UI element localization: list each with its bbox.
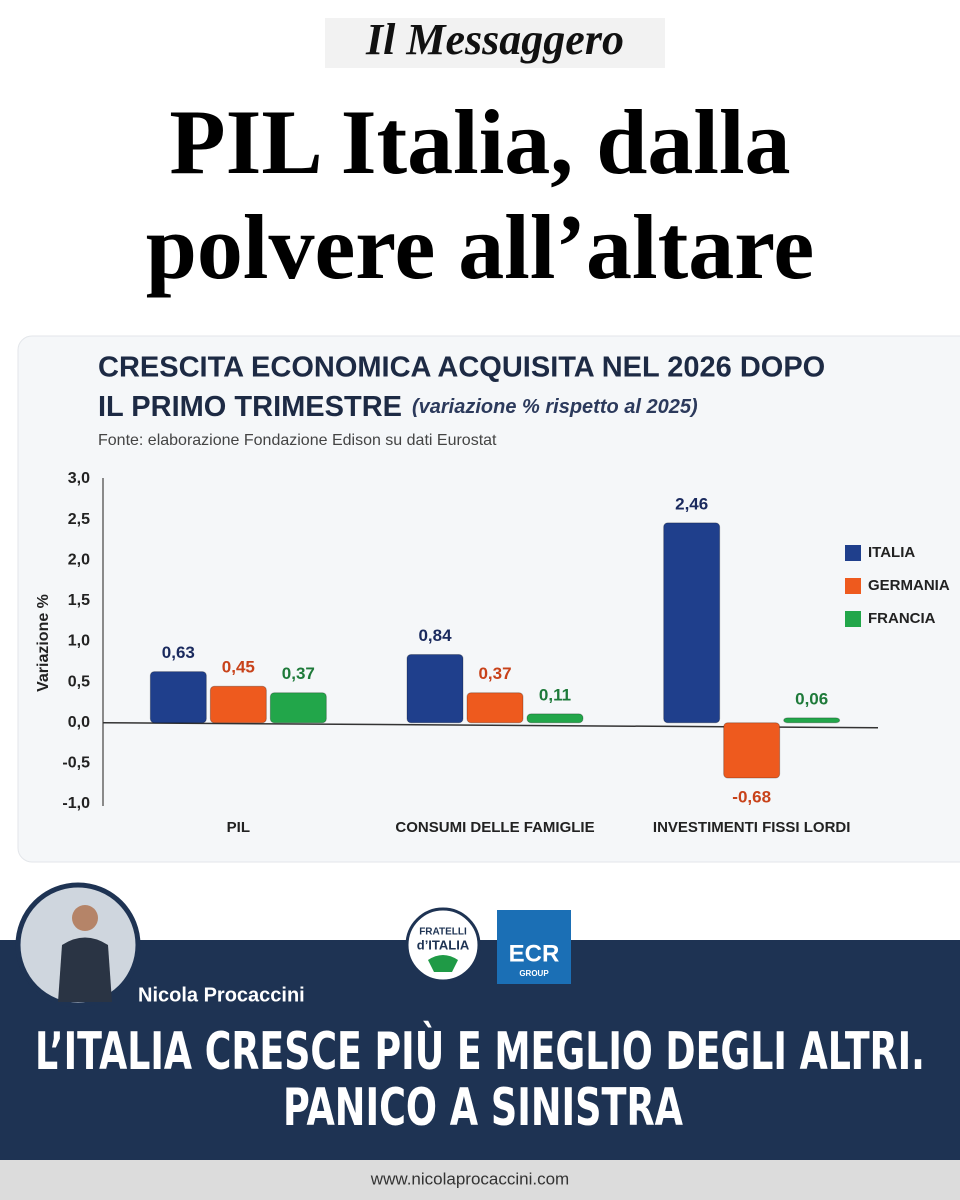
logo-text: FRATELLI: [419, 927, 467, 938]
y-tick-label: 2,5: [68, 511, 90, 528]
y-tick-label: 1,0: [68, 633, 90, 650]
bar: [406, 654, 464, 724]
masthead-bg: [325, 18, 665, 68]
headline: PIL Italia, dalla: [169, 91, 790, 193]
value-label: 0,37: [282, 664, 315, 683]
bar: [209, 685, 267, 724]
value-label: 0,06: [795, 689, 828, 708]
website: www.nicolaprocaccini.com: [370, 1169, 569, 1188]
footer-band: [0, 940, 960, 1160]
legend-label: FRANCIA: [868, 610, 936, 627]
bar: [466, 692, 524, 724]
y-tick-label: -0,5: [62, 755, 90, 772]
x-tick-label: INVESTIMENTI FISSI LORDI: [653, 819, 851, 836]
y-axis-label: Variazione %: [35, 594, 52, 692]
value-label: 0,63: [162, 643, 195, 662]
bar: [723, 722, 781, 779]
y-tick-label: 0,5: [68, 673, 90, 690]
slogan: PANICO A SINISTRA: [283, 1078, 683, 1138]
value-label: 0,37: [478, 664, 511, 683]
legend-swatch: [845, 611, 861, 627]
value-label: 0,84: [418, 626, 452, 645]
chart-title: IL PRIMO TRIMESTRE (variazione % rispetto…: [98, 391, 698, 423]
slogan: L’ITALIA CRESCE PIÙ E MEGLIO DEGLI ALTRI…: [35, 1020, 925, 1082]
bar: [526, 713, 584, 724]
avatar-head: [72, 905, 98, 931]
y-tick-label: 3,0: [68, 470, 90, 487]
author-name: Nicola Procaccini: [138, 984, 305, 1006]
value-label: 0,45: [222, 658, 255, 677]
footer-strip: [0, 1160, 960, 1200]
y-tick-label: 1,5: [68, 592, 90, 609]
y-tick-label: 0,0: [68, 714, 90, 731]
legend-swatch: [845, 545, 861, 561]
legend-label: GERMANIA: [868, 577, 950, 594]
legend-label: ITALIA: [868, 544, 915, 561]
chart-source: Fonte: elaborazione Fondazione Edison su…: [98, 432, 497, 449]
logo-fdi: [405, 907, 481, 983]
bar: [783, 717, 841, 724]
avatar-body: [58, 937, 112, 1002]
value-label: 0,11: [539, 685, 571, 704]
chart-title: IL PRIMO TRIMESTRE: [98, 391, 402, 423]
logo-ecr: [497, 910, 571, 984]
value-label: -0,68: [732, 787, 771, 806]
headline: polvere all’altare: [146, 196, 815, 298]
x-tick-label: CONSUMI DELLE FAMIGLIE: [395, 819, 594, 836]
masthead: Il Messaggero: [365, 15, 624, 64]
bar: [269, 692, 327, 724]
chart-title: CRESCITA ECONOMICA ACQUISITA NEL 2026 DO…: [98, 352, 825, 384]
plot: -1,0 -0,5 0,0 0,5 1,0 1,5 2,0 2,5 3,0 PIL 0,63 0,45…: [62, 470, 949, 836]
y-tick-label: -1,0: [62, 795, 90, 812]
logo-text: GROUP: [519, 969, 549, 978]
y-tick-label: 2,0: [68, 551, 90, 568]
value-label: 2,46: [675, 494, 708, 513]
logo-flame: [428, 955, 458, 972]
legend-swatch: [845, 578, 861, 594]
bar: [663, 522, 721, 724]
logo-text: ECR: [509, 940, 560, 967]
bar: [149, 671, 207, 724]
chart-subtitle: (variazione % rispetto al 2025): [412, 396, 698, 418]
x-tick-label: PIL: [227, 819, 250, 836]
logo-text: d’ITALIA: [417, 937, 470, 952]
